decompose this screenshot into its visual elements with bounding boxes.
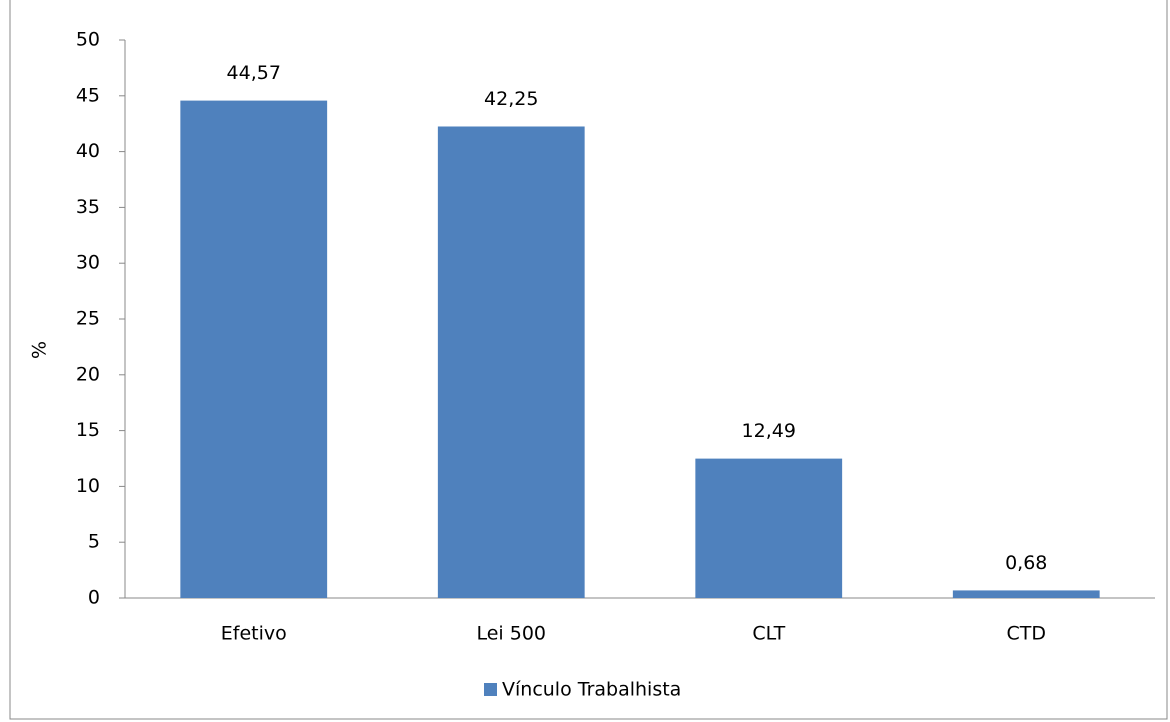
value-label: 12,49 xyxy=(742,420,796,442)
value-label: 42,25 xyxy=(484,88,538,110)
bar xyxy=(437,126,585,599)
y-tick-label: 50 xyxy=(76,29,100,51)
bar xyxy=(695,458,843,598)
legend-label: Vínculo Trabalhista xyxy=(502,679,681,701)
y-tick-label: 25 xyxy=(76,308,100,330)
y-tick-label: 35 xyxy=(76,196,100,218)
y-axis-label: % xyxy=(29,341,51,359)
legend-swatch xyxy=(484,683,497,696)
y-tick-label: 40 xyxy=(76,140,100,162)
bar xyxy=(180,100,328,598)
y-tick-label: 0 xyxy=(88,587,100,609)
y-tick-label: 20 xyxy=(76,363,100,385)
value-label: 0,68 xyxy=(1005,552,1047,574)
value-label: 44,57 xyxy=(227,62,281,84)
x-tick-label: Lei 500 xyxy=(476,623,546,645)
y-tick-label: 45 xyxy=(76,84,100,106)
x-tick-label: CLT xyxy=(752,623,785,645)
x-tick-label: Efetivo xyxy=(221,623,287,645)
y-tick-label: 30 xyxy=(76,252,100,274)
y-tick-label: 10 xyxy=(76,475,100,497)
y-tick-label: 15 xyxy=(76,419,100,441)
bar xyxy=(952,590,1100,598)
y-tick-label: 5 xyxy=(88,531,100,553)
x-tick-label: CTD xyxy=(1006,623,1046,645)
